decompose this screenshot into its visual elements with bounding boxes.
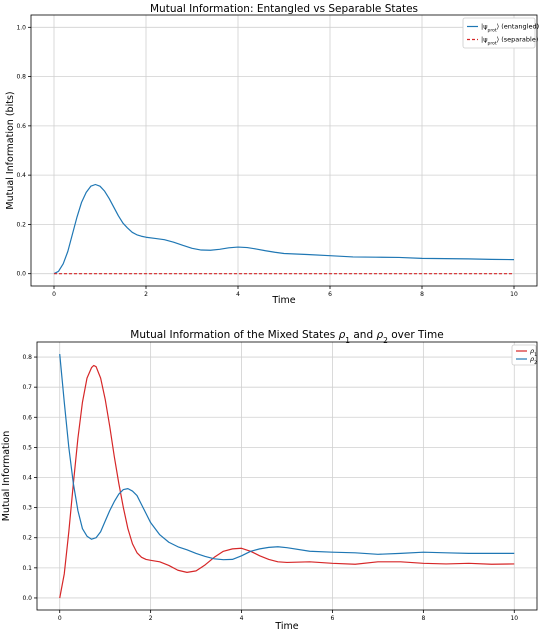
x-tick-label: 0 (58, 615, 62, 622)
y-ticks: 0.0 0.1 0.2 0.3 0.4 0.5 0.6 0.7 0.8 (22, 354, 37, 602)
series-line-1 (59, 364, 515, 599)
series-lines (53, 183, 515, 275)
legend: |ψprot⟩ (entangled) |ψprot⟩ (separable) (462, 17, 539, 49)
x-tick-label: 2 (149, 615, 153, 622)
y-tick-label: 0.2 (22, 535, 32, 542)
y-tick-label: 0.4 (16, 172, 26, 179)
series-lines (59, 353, 515, 599)
y-tick-label: 0.2 (16, 221, 26, 228)
plot-frame (30, 14, 538, 287)
x-tick-label: 6 (331, 615, 335, 622)
x-axis-label: Time (271, 295, 295, 306)
grid (31, 15, 537, 286)
x-tick-label: 10 (510, 291, 518, 298)
legend-label: |ψprot⟩ (entangled) (481, 23, 539, 34)
x-tick-label: 4 (240, 615, 244, 622)
legend-box (511, 344, 537, 366)
legend-label: |ψprot⟩ (separable) (481, 36, 538, 47)
x-tick-label: 8 (421, 615, 425, 622)
chart-title: Mutual Information of the Mixed States ρ… (130, 329, 443, 345)
plot-frame (36, 341, 538, 611)
chart-entangled-vs-separable: Mutual Information: Entangled vs Separab… (5, 3, 539, 306)
y-tick-label: 0.8 (22, 354, 32, 361)
y-tick-label: 0.5 (22, 444, 32, 451)
y-ticks: 0.0 0.2 0.4 0.6 0.8 1.0 (16, 24, 31, 278)
x-tick-label: 2 (144, 291, 148, 298)
grid (37, 342, 537, 610)
legend-label: ρ2 (530, 355, 537, 366)
y-tick-label: 0.8 (16, 74, 26, 81)
chart-title: Mutual Information: Entangled vs Separab… (150, 3, 418, 15)
y-tick-label: 0.0 (16, 271, 26, 278)
y-tick-label: 0.3 (22, 505, 32, 512)
chart-mixed-states: Mutual Information of the Mixed States ρ… (1, 329, 538, 632)
y-tick-label: 0.6 (16, 123, 26, 130)
x-tick-label: 4 (236, 291, 240, 298)
x-tick-label: 0 (52, 291, 56, 298)
series-line-1 (53, 183, 515, 275)
x-tick-label: 8 (420, 291, 424, 298)
x-tick-label: 10 (510, 615, 518, 622)
y-axis-label: Mutual Information (1, 431, 12, 521)
x-axis-label: Time (274, 621, 298, 632)
y-tick-label: 1.0 (16, 24, 26, 31)
x-ticks: 0 2 4 6 8 10 (52, 286, 518, 298)
y-tick-label: 0.1 (22, 565, 32, 572)
y-axis-label: Mutual Information (bits) (5, 91, 16, 209)
y-tick-label: 0.0 (22, 595, 32, 602)
x-tick-label: 6 (328, 291, 332, 298)
legend-label: ρ1 (530, 347, 537, 358)
series-line-2 (59, 353, 515, 561)
legend-box (462, 17, 536, 49)
y-tick-label: 0.4 (22, 475, 32, 482)
x-ticks: 0 2 4 6 8 10 (58, 610, 518, 622)
y-tick-label: 0.7 (22, 384, 32, 391)
y-tick-label: 0.6 (22, 414, 32, 421)
